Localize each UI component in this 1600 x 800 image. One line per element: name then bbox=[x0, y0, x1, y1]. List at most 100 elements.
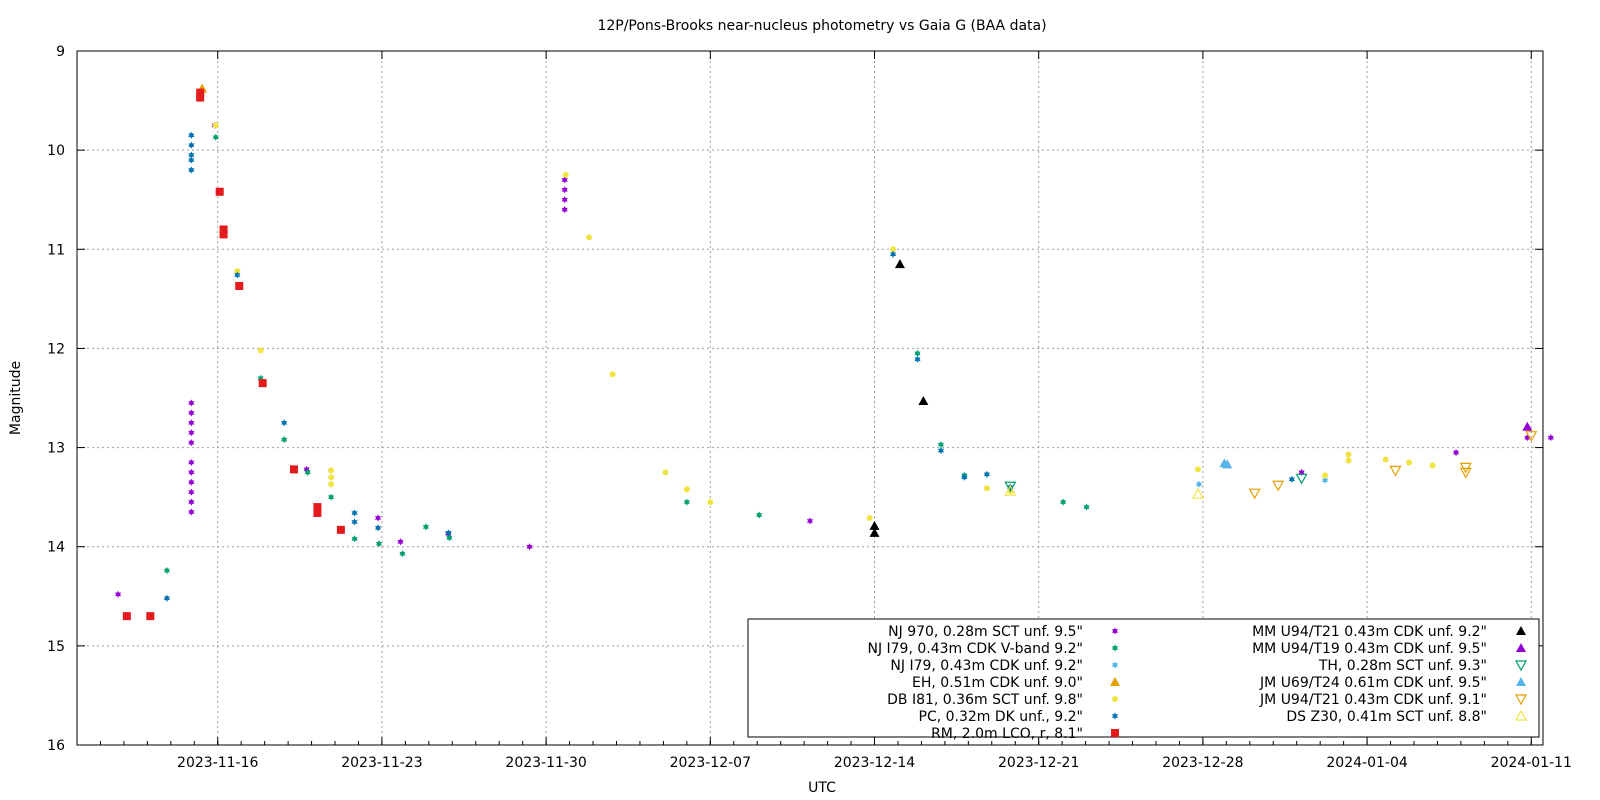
legend-label: MM U94/T21 0.43m CDK unf. 9.2" bbox=[1252, 624, 1487, 640]
data-point bbox=[188, 419, 195, 427]
legend-label: EH, 0.51m CDK unf. 9.0" bbox=[912, 675, 1083, 691]
y-tick-label: 11 bbox=[47, 242, 65, 258]
data-point bbox=[1522, 421, 1533, 431]
chart-title: 12P/Pons-Brooks near-nucleus photometry … bbox=[597, 18, 1046, 34]
y-tick-label: 15 bbox=[47, 639, 65, 655]
data-point bbox=[313, 509, 322, 518]
data-point bbox=[188, 439, 195, 447]
data-point bbox=[281, 419, 288, 427]
data-point bbox=[1248, 488, 1261, 500]
data-point bbox=[1322, 472, 1329, 479]
legend-marker bbox=[1111, 712, 1119, 720]
data-point bbox=[1459, 467, 1472, 479]
data-point bbox=[445, 529, 452, 537]
data-point bbox=[889, 250, 897, 258]
data-point bbox=[1272, 480, 1285, 492]
data-point bbox=[1429, 462, 1436, 469]
data-point bbox=[1060, 498, 1067, 506]
data-point bbox=[894, 259, 905, 269]
data-point bbox=[219, 225, 228, 234]
data-point bbox=[866, 514, 873, 521]
x-tick-label: 2023-12-28 bbox=[1162, 755, 1243, 771]
data-point bbox=[1195, 466, 1202, 473]
x-tick-label: 2023-11-23 bbox=[341, 755, 422, 771]
data-point bbox=[188, 399, 195, 407]
legend-label: RM, 2.0m LCO, r, 8.1" bbox=[931, 726, 1083, 742]
data-point bbox=[212, 122, 219, 129]
data-point bbox=[188, 508, 195, 516]
data-point bbox=[983, 485, 990, 492]
data-point bbox=[351, 535, 358, 543]
data-point bbox=[937, 441, 945, 449]
data-point bbox=[1004, 484, 1017, 496]
data-point bbox=[707, 499, 714, 506]
y-tick-label: 13 bbox=[47, 441, 65, 457]
legend-label: JM U69/T24 0.61m CDK unf. 9.5" bbox=[1259, 675, 1487, 691]
data-point bbox=[561, 186, 568, 194]
data-point bbox=[1004, 481, 1017, 493]
data-point bbox=[235, 281, 244, 290]
data-point bbox=[219, 230, 228, 239]
legend-label: DB I81, 0.36m SCT unf. 9.8" bbox=[887, 692, 1083, 708]
legend-label: DS Z30, 0.41m SCT unf. 8.8" bbox=[1286, 709, 1487, 725]
x-tick-label: 2023-11-16 bbox=[177, 755, 258, 771]
series-8 bbox=[1522, 421, 1533, 431]
data-point bbox=[1295, 473, 1308, 485]
legend-marker bbox=[1516, 643, 1526, 652]
x-tick-label: 2024-01-04 bbox=[1326, 755, 1407, 771]
data-point bbox=[188, 468, 195, 476]
data-point bbox=[1525, 431, 1538, 442]
legend-label: NJ 970, 0.28m SCT unf. 9.5" bbox=[888, 624, 1083, 640]
data-point bbox=[422, 523, 430, 531]
series-6 bbox=[122, 88, 345, 621]
data-point bbox=[122, 612, 131, 621]
data-point bbox=[188, 166, 195, 174]
data-point bbox=[146, 612, 155, 621]
data-point bbox=[397, 538, 404, 546]
data-point bbox=[234, 271, 241, 279]
legend-marker bbox=[1514, 694, 1528, 706]
series-11 bbox=[1248, 431, 1538, 500]
x-tick-label: 2023-12-07 bbox=[670, 755, 751, 771]
data-point bbox=[188, 141, 195, 149]
data-point bbox=[257, 374, 264, 382]
data-point bbox=[1524, 434, 1531, 442]
data-point bbox=[374, 514, 382, 522]
data-point bbox=[526, 543, 533, 551]
x-tick-label: 2024-01-11 bbox=[1491, 755, 1572, 771]
data-point bbox=[446, 534, 453, 542]
data-point bbox=[328, 474, 335, 481]
data-point bbox=[304, 468, 311, 476]
data-point bbox=[890, 246, 897, 253]
legend-marker bbox=[1514, 709, 1528, 721]
data-point bbox=[114, 590, 122, 598]
data-point bbox=[336, 525, 345, 534]
data-point bbox=[561, 206, 568, 214]
data-point bbox=[188, 151, 195, 159]
data-point bbox=[351, 518, 358, 526]
data-point bbox=[1389, 465, 1402, 477]
data-marks bbox=[114, 83, 1554, 621]
y-tick-label: 12 bbox=[47, 341, 65, 357]
data-point bbox=[914, 349, 921, 357]
y-tick-label: 16 bbox=[47, 738, 65, 754]
y-tick-label: 9 bbox=[56, 44, 65, 60]
data-point bbox=[212, 133, 219, 141]
data-point bbox=[683, 498, 690, 506]
data-point bbox=[961, 473, 968, 481]
data-point bbox=[257, 347, 264, 354]
data-point bbox=[351, 509, 358, 517]
data-point bbox=[1406, 459, 1413, 466]
data-point bbox=[303, 465, 310, 473]
data-point bbox=[1321, 476, 1329, 484]
data-point bbox=[163, 566, 171, 575]
data-point bbox=[196, 88, 205, 97]
data-point bbox=[1083, 503, 1090, 511]
data-point bbox=[561, 196, 568, 204]
data-point bbox=[399, 550, 406, 558]
data-point bbox=[1547, 434, 1554, 442]
data-point bbox=[196, 93, 205, 102]
data-point bbox=[562, 171, 569, 178]
data-point bbox=[328, 467, 335, 474]
